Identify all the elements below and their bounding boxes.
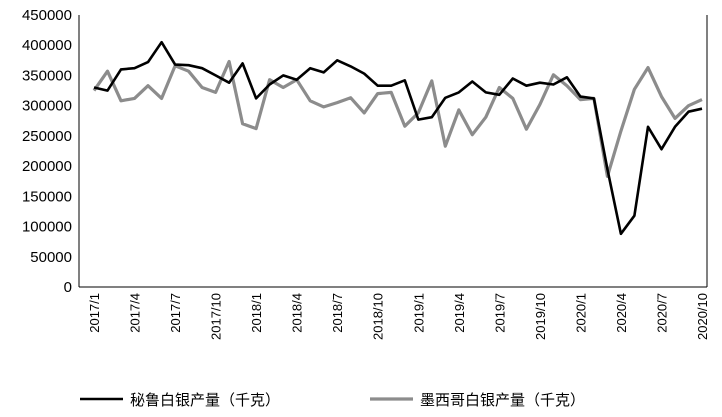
x-tick-label: 2017/7	[168, 293, 183, 333]
x-tick-label: 2017/4	[128, 293, 143, 333]
y-tick-label: 150000	[22, 188, 72, 205]
series-line-mexico	[92, 59, 703, 178]
y-tick-label: 200000	[22, 158, 72, 175]
x-tick-label: 2017/10	[209, 293, 224, 340]
x-tick-label: 2018/7	[330, 293, 345, 333]
x-tick-label: 2019/1	[411, 293, 426, 333]
x-tick-label: 2020/10	[695, 293, 710, 340]
legend-label: 墨西哥白银产量（千克）	[420, 391, 585, 409]
series-line-peru	[93, 40, 703, 236]
x-tick-label: 2020/1	[573, 293, 588, 333]
series-lines	[92, 40, 703, 236]
x-tick-label: 2019/4	[452, 293, 467, 333]
y-tick-label: 50000	[30, 249, 72, 266]
x-tick-label: 2020/7	[654, 293, 669, 333]
y-tick-label: 0	[64, 279, 72, 296]
x-tick-label: 2020/4	[614, 293, 629, 333]
y-tick-labels: 0 50000 100000 150000 200000 250000 300000 3500…	[22, 7, 72, 296]
y-tick-label: 350000	[22, 67, 72, 84]
y-tick-label: 450000	[22, 7, 72, 24]
legend: 秘鲁白银产量（千克） 墨西哥白银产量（千克）	[80, 391, 585, 409]
x-tick-labels: 2017/1 2017/4 2017/7 2017/10 2018/1 2018/4 201…	[87, 293, 710, 340]
x-tick-label: 2018/4	[290, 293, 305, 333]
x-tick-label: 2018/10	[371, 293, 386, 340]
y-tick-label: 100000	[22, 219, 72, 236]
x-tick-label: 2019/10	[533, 293, 548, 340]
chart-axes	[78, 15, 708, 288]
y-tick-label: 400000	[22, 37, 72, 54]
x-tick-label: 2017/1	[87, 293, 102, 333]
y-tick-label: 300000	[22, 98, 72, 115]
x-tick-label: 2019/7	[492, 293, 507, 333]
legend-label: 秘鲁白银产量（千克）	[130, 391, 280, 409]
x-tick-label: 2018/1	[249, 293, 264, 333]
y-tick-label: 250000	[22, 128, 72, 145]
